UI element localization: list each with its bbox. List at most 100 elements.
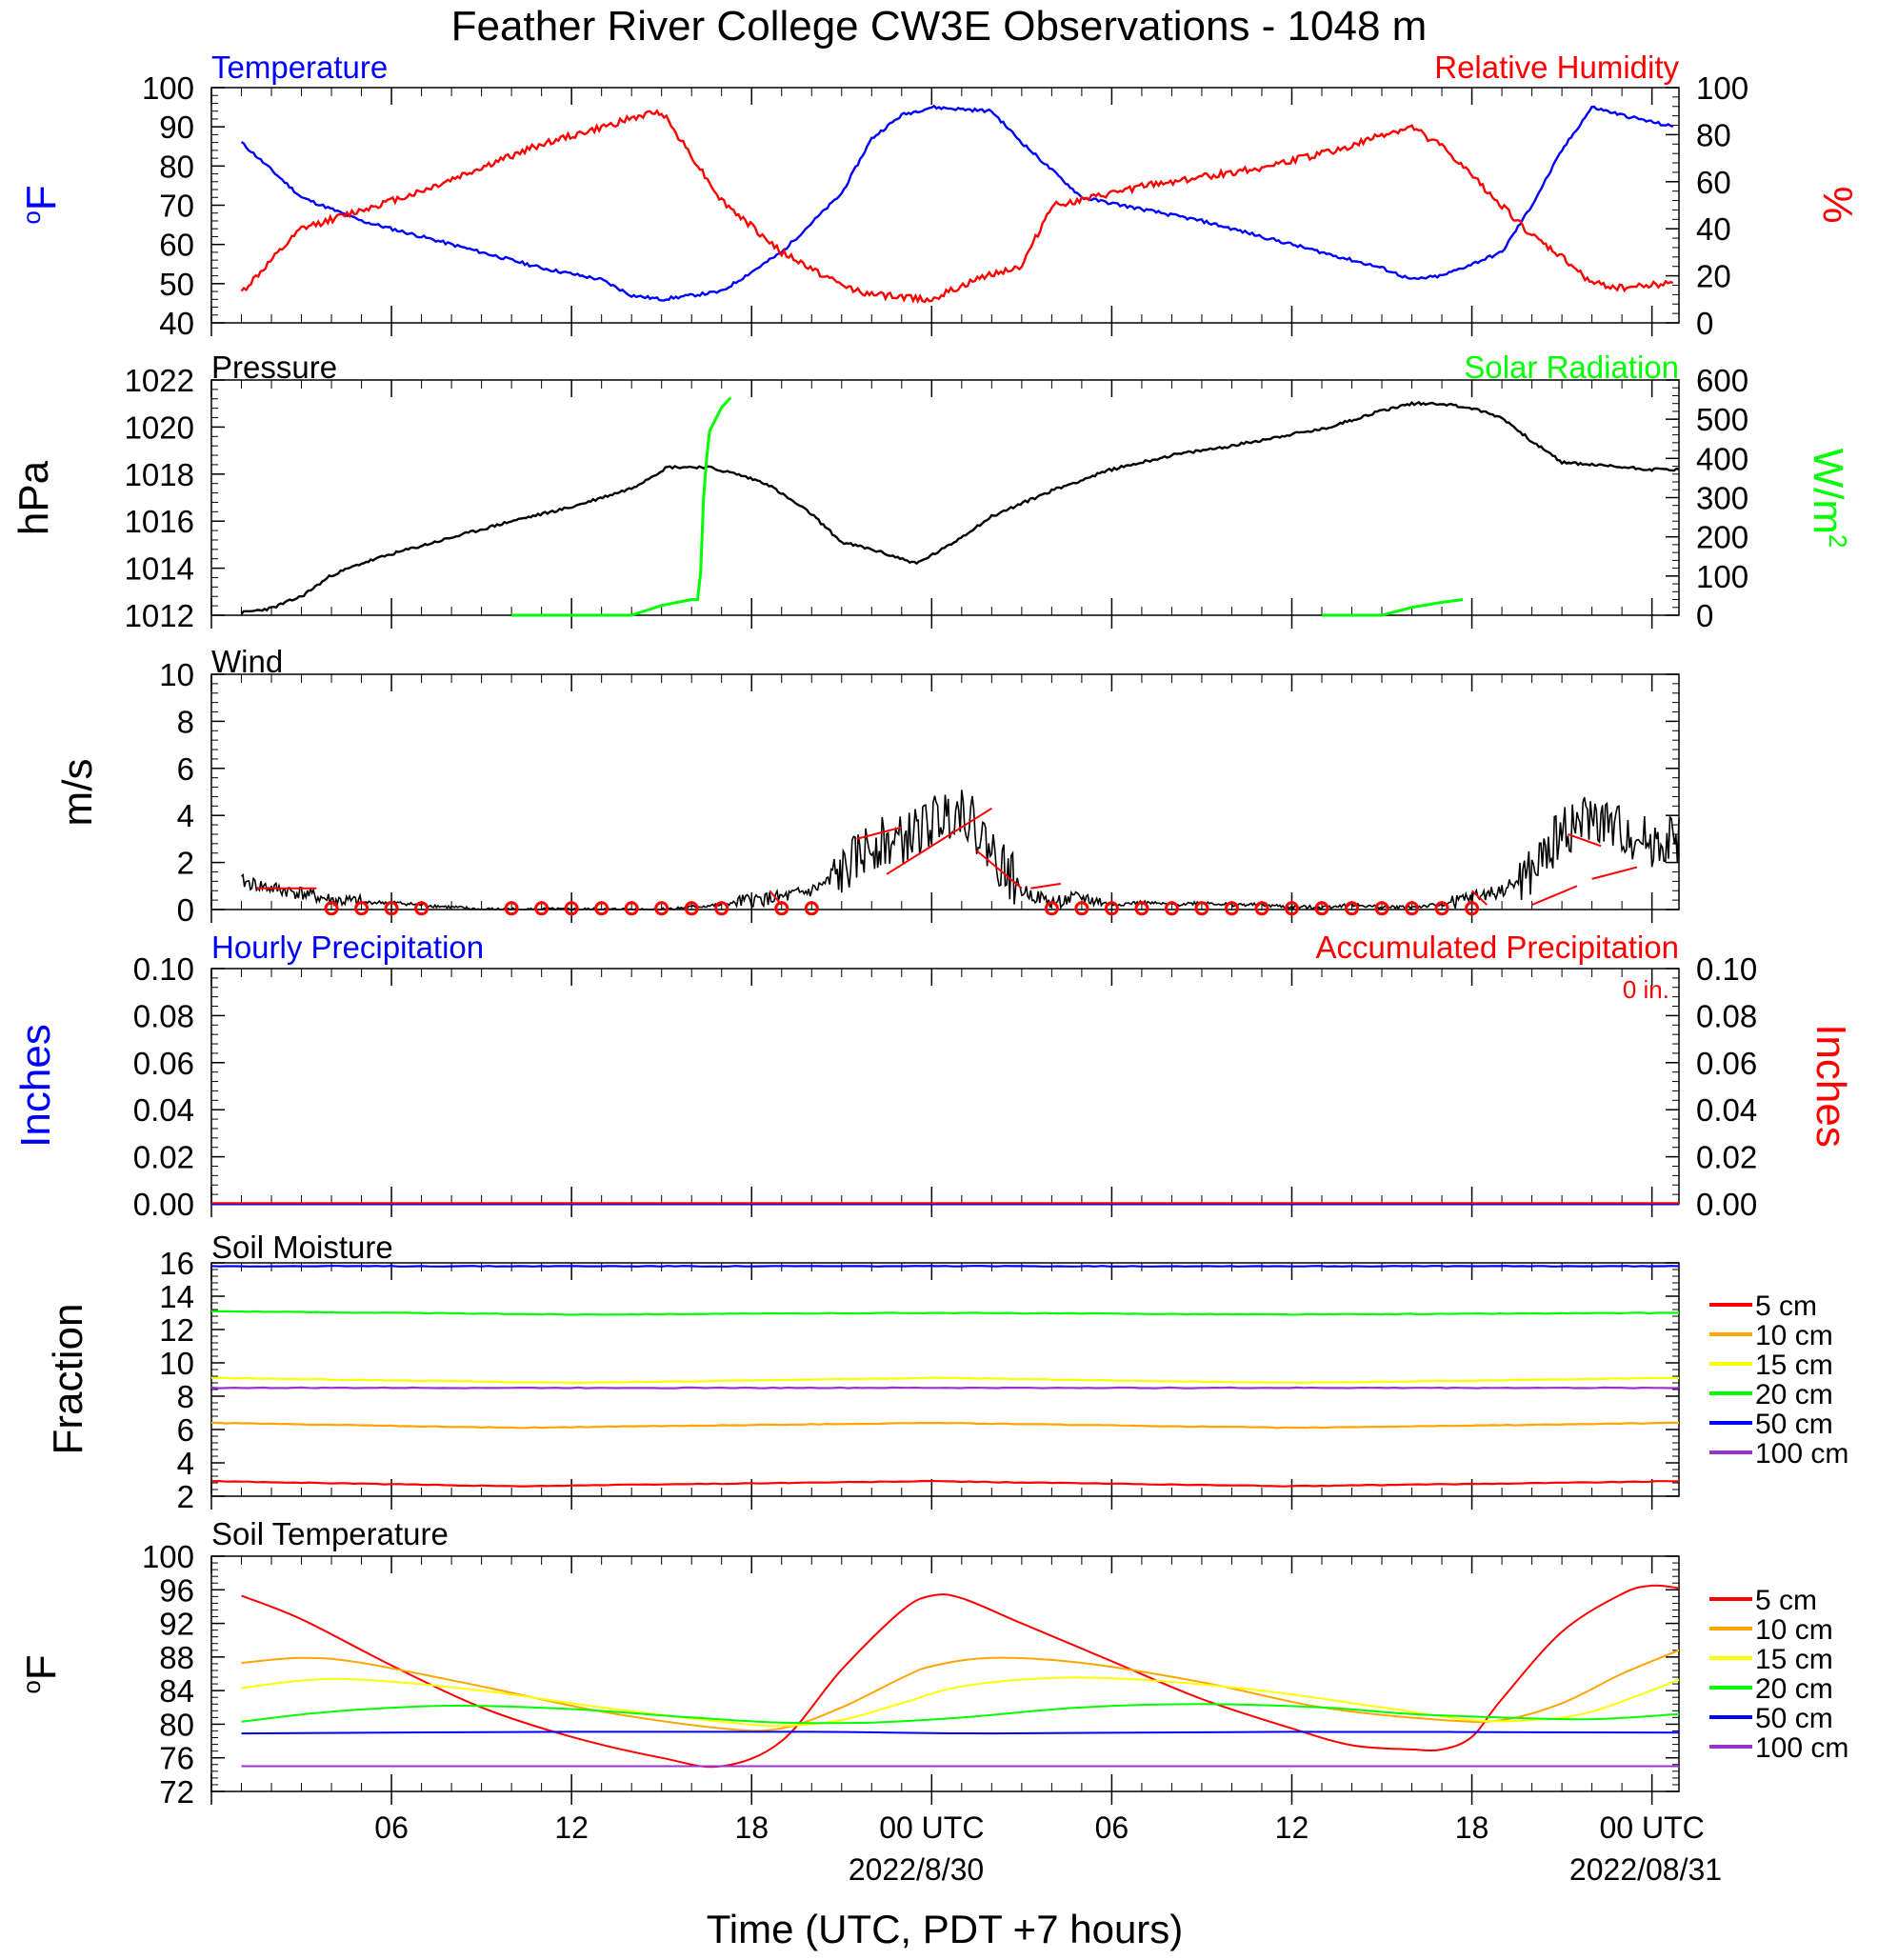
y-tick-label-left: 72	[159, 1774, 194, 1810]
y-tick-label-right: 100	[1696, 70, 1748, 106]
rh-title: Relative Humidity	[1434, 50, 1679, 85]
y-tick-label-right: 20	[1696, 259, 1731, 294]
wind-calm-marker	[354, 901, 370, 916]
y-tick-label-right: 0.02	[1696, 1140, 1757, 1175]
soil-temperature-title: Soil Temperature	[211, 1516, 449, 1551]
y-tick-label-right: 500	[1696, 402, 1748, 437]
y-tick-label-left: 50	[159, 267, 194, 302]
soil-moisture-line	[210, 1376, 1680, 1385]
wind-barb	[1568, 833, 1602, 848]
wind-calm-marker	[384, 901, 399, 916]
wind-barb	[769, 890, 783, 906]
wind-calm-marker	[1374, 901, 1389, 916]
y-tick-label-left: 92	[159, 1607, 194, 1642]
wind-calm-marker	[534, 901, 549, 916]
wind-calm-marker	[1044, 901, 1059, 916]
figure-title: Feather River College CW3E Observations …	[451, 3, 1428, 50]
solar-radiation-line	[511, 396, 732, 617]
precip-right-axis-label: Inches	[1808, 1024, 1854, 1148]
y-tick-label-left: 4	[177, 1446, 194, 1481]
y-tick-label-left: 80	[159, 1707, 194, 1742]
wind-calm-marker	[1465, 901, 1480, 916]
y-tick-label-left: 1020	[125, 410, 194, 445]
y-tick-label-left: 0.04	[133, 1092, 194, 1128]
rh-axis-label: %	[1814, 186, 1861, 223]
y-tick-label-left: 2	[177, 846, 194, 881]
y-tick-label-left: 60	[159, 228, 194, 263]
wind-calm-marker	[504, 901, 519, 916]
precip-left-axis-label: Inches	[12, 1024, 59, 1148]
y-tick-label-right: 40	[1696, 211, 1731, 247]
hourly-precip-title: Hourly Precipitation	[211, 930, 484, 965]
y-tick-label-right: 200	[1696, 520, 1748, 555]
x-tick-label: 00 UTC	[1600, 1810, 1705, 1845]
wind-calm-marker	[804, 901, 819, 916]
y-tick-label-right: 0.00	[1696, 1187, 1757, 1222]
y-tick-label-left: 12	[159, 1312, 194, 1348]
legend-label: 100 cm	[1755, 1732, 1848, 1764]
soil-moisture-line	[210, 1265, 1680, 1268]
x-tick-label: 18	[1455, 1810, 1489, 1845]
y-tick-label-right: 0.10	[1696, 951, 1757, 987]
wind-barb	[1531, 885, 1578, 906]
soil-temperature-axis-label: oF	[17, 1654, 65, 1693]
accum-precip-annotation: 0 in.	[1623, 975, 1669, 1004]
wind-calm-marker	[1074, 901, 1089, 916]
wind-calm-marker	[684, 901, 699, 916]
wind-speed-line	[240, 790, 1680, 911]
panel-temperature: Temperature Relative Humidity oF % 40 50 6…	[17, 50, 1861, 341]
wind-barb	[1591, 866, 1638, 880]
x-tick-label: 00 UTC	[879, 1810, 984, 1845]
y-tick-label-right: 0.04	[1696, 1092, 1757, 1128]
wind-barb	[975, 850, 1023, 890]
solar-axis-label: W/m2	[1805, 449, 1852, 549]
y-tick-label-left: 90	[159, 110, 194, 145]
legend-label: 20 cm	[1755, 1379, 1833, 1410]
temperature-axis-label: oF	[17, 185, 65, 224]
y-tick-label-left: 4	[177, 798, 194, 833]
y-tick-label-left: 0	[177, 892, 194, 928]
y-tick-label-right: 300	[1696, 481, 1748, 516]
wind-calm-marker	[1314, 901, 1329, 916]
soil-temperature-line	[241, 1703, 1680, 1725]
wind-axis-label: m/s	[54, 759, 101, 827]
y-tick-label-right: 400	[1696, 441, 1748, 476]
soil-moisture-line	[210, 1421, 1680, 1430]
wind-barb	[1470, 890, 1488, 906]
wind-calm-marker	[1134, 901, 1149, 916]
y-tick-label-left: 1014	[125, 551, 194, 587]
temperature-line	[240, 104, 1674, 302]
y-tick-label-left: 10	[159, 1346, 194, 1381]
y-tick-label-left: 80	[159, 149, 194, 184]
y-tick-label-left: 0.06	[133, 1046, 194, 1081]
legend-label: 5 cm	[1755, 1290, 1817, 1322]
y-tick-label-left: 88	[159, 1640, 194, 1675]
soil-moisture-axis-label: Fraction	[45, 1304, 91, 1455]
wind-calm-marker	[1284, 901, 1299, 916]
legend-label: 50 cm	[1755, 1409, 1833, 1440]
legend-label: 50 cm	[1755, 1703, 1833, 1734]
pressure-line	[240, 400, 1680, 615]
y-tick-label-left: 0.10	[133, 951, 194, 987]
temperature-title: Temperature	[211, 50, 388, 85]
soil-moisture-line	[210, 1310, 1679, 1316]
relative-humidity-line	[240, 109, 1674, 305]
soil-temperature-line	[241, 1676, 1680, 1728]
wind-calm-marker	[594, 901, 609, 916]
wind-calm-marker	[1434, 901, 1449, 916]
y-tick-label-left: 6	[177, 751, 194, 787]
wind-calm-marker	[654, 901, 669, 916]
wind-calm-marker	[414, 901, 430, 916]
y-tick-label-left: 1012	[125, 598, 194, 633]
y-tick-label-left: 6	[177, 1412, 194, 1448]
y-tick-label-right: 0	[1696, 598, 1713, 633]
y-tick-label-right: 0.08	[1696, 998, 1757, 1033]
y-tick-label-left: 2	[177, 1479, 194, 1514]
y-tick-label-right: 80	[1696, 117, 1731, 152]
x-tick-label: 06	[1095, 1810, 1129, 1845]
y-tick-label-left: 0.02	[133, 1140, 194, 1175]
